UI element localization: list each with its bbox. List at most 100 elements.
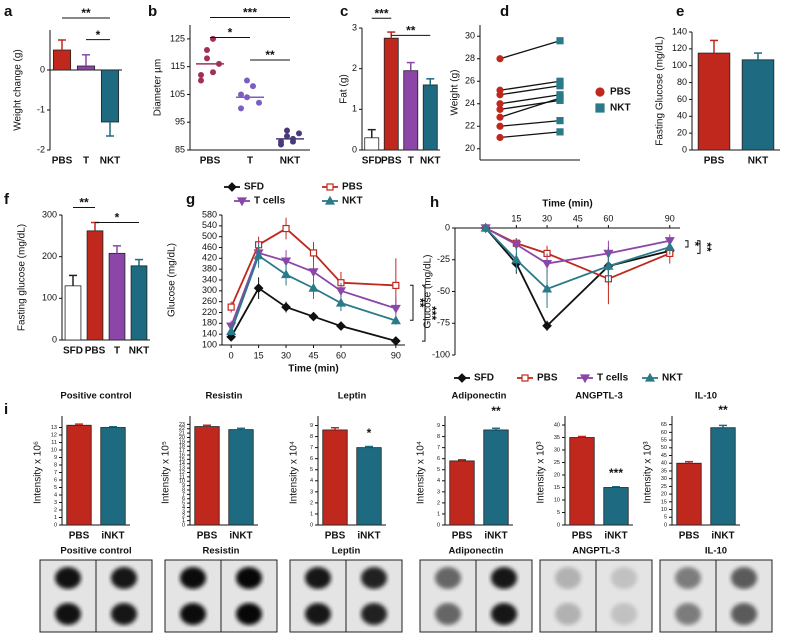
blot-title: Adiponectin — [449, 546, 504, 557]
x-tick-label: iNKT — [101, 531, 124, 542]
bar — [741, 59, 775, 151]
x-tick-label: NKT — [420, 156, 441, 167]
y-tick-label: 22 — [179, 426, 185, 432]
bar — [66, 424, 92, 526]
legend-label: T cells — [254, 196, 286, 207]
blot-spot — [435, 567, 461, 589]
x-tick-label: 30 — [542, 213, 552, 223]
bar — [383, 37, 399, 151]
x-tick-label: PBS — [704, 156, 725, 167]
y-tick-label: -100 — [432, 349, 450, 359]
x-tick-label: iNKT — [484, 531, 507, 542]
bar — [483, 429, 509, 526]
y-tick-label: 13 — [179, 466, 185, 472]
chart-title: Adiponectin — [452, 391, 507, 402]
marker — [281, 269, 292, 279]
panel-letter: h — [430, 194, 439, 211]
panel-letter: b — [148, 3, 157, 20]
blot-spot — [611, 567, 637, 589]
blot-title: Resistin — [203, 546, 240, 557]
chart-title: Resistin — [206, 391, 243, 402]
y-tick-label: 4 — [54, 492, 57, 498]
y-tick-label: 420 — [202, 253, 217, 263]
y-axis-label: Fat (g) — [339, 74, 350, 103]
significance-label: *** — [425, 306, 439, 320]
y-tick-label: 24 — [465, 98, 475, 108]
x-tick-label: 30 — [281, 350, 291, 360]
y-tick-label: 28 — [465, 53, 475, 63]
x-tick-label: PBS — [69, 531, 90, 542]
marker — [281, 257, 292, 267]
y-tick-label: -1 — [37, 104, 45, 114]
x-tick-label: iNKT — [711, 531, 734, 542]
legend-label: PBS — [342, 182, 363, 193]
bar — [322, 429, 348, 526]
dot — [204, 55, 210, 62]
y-tick-label: 1 — [310, 511, 313, 517]
panel-letter: g — [186, 191, 195, 208]
significance-bracket — [697, 240, 701, 254]
y-tick-label: 30 — [465, 31, 475, 41]
bar — [422, 84, 438, 151]
marker — [556, 82, 564, 90]
y-tick-label: 260 — [202, 296, 217, 306]
marker — [236, 197, 248, 207]
x-tick-label: 90 — [665, 213, 675, 223]
y-axis-label: Glucose (mg/dL) — [423, 255, 434, 329]
y-axis-label: Intensity x 10⁶ — [33, 441, 44, 504]
y-tick-label: 5 — [310, 467, 313, 473]
y-tick-label: 35 — [661, 468, 667, 474]
legend-label: NKT — [662, 373, 683, 384]
chart-title: IL-10 — [695, 391, 717, 402]
x-tick-label: iNKT — [604, 531, 627, 542]
x-tick-label: iNKT — [357, 531, 380, 542]
y-tick-label: 300 — [202, 285, 217, 295]
x-tick-label: SFD — [362, 156, 382, 167]
y-tick-label: 340 — [202, 274, 217, 284]
y-tick-label: 8 — [310, 434, 313, 440]
y-tick-label: 12 — [179, 470, 185, 476]
blot-spot — [435, 603, 461, 625]
marker — [556, 117, 564, 125]
bar — [356, 447, 382, 526]
marker — [521, 374, 529, 382]
blot-title: Leptin — [332, 546, 361, 557]
panel: f Fasting glucose (mg/dL) 0 100 200 300 SFD PBS… — [4, 191, 150, 357]
y-tick-label: 140 — [672, 26, 687, 36]
series-line — [230, 251, 397, 327]
dot — [284, 133, 290, 140]
y-tick-label: 40 — [677, 111, 687, 121]
x-tick-label: 60 — [336, 350, 346, 360]
y-tick-label: 100 — [202, 339, 217, 349]
y-tick-label: 460 — [202, 242, 217, 252]
dot — [198, 72, 204, 78]
y-tick-label: 3 — [182, 509, 185, 515]
dot — [244, 77, 250, 84]
dot — [296, 130, 302, 137]
bar — [603, 487, 629, 526]
panel-letter: i — [4, 401, 8, 418]
panel-letter: c — [340, 3, 348, 20]
y-tick-label: 100 — [672, 60, 687, 70]
legend-label: SFD — [244, 182, 264, 193]
x-tick-label: T — [83, 156, 89, 167]
marker — [326, 183, 334, 191]
blot-spot — [111, 603, 137, 625]
y-tick-label: 3 — [437, 489, 440, 495]
y-tick-label: 0 — [310, 522, 313, 528]
blot-spot — [675, 603, 701, 625]
series-line — [230, 286, 397, 342]
pair-line — [499, 131, 561, 139]
y-tick-label: -2 — [37, 144, 45, 154]
y-tick-label: 8 — [182, 487, 185, 493]
blot-spot — [361, 567, 387, 589]
pair-line — [499, 97, 561, 118]
significance-label: ** — [413, 298, 427, 308]
marker — [308, 311, 319, 322]
marker — [556, 37, 564, 45]
marker — [603, 260, 614, 270]
dot — [198, 77, 204, 84]
y-tick-label: 1 — [54, 515, 57, 521]
